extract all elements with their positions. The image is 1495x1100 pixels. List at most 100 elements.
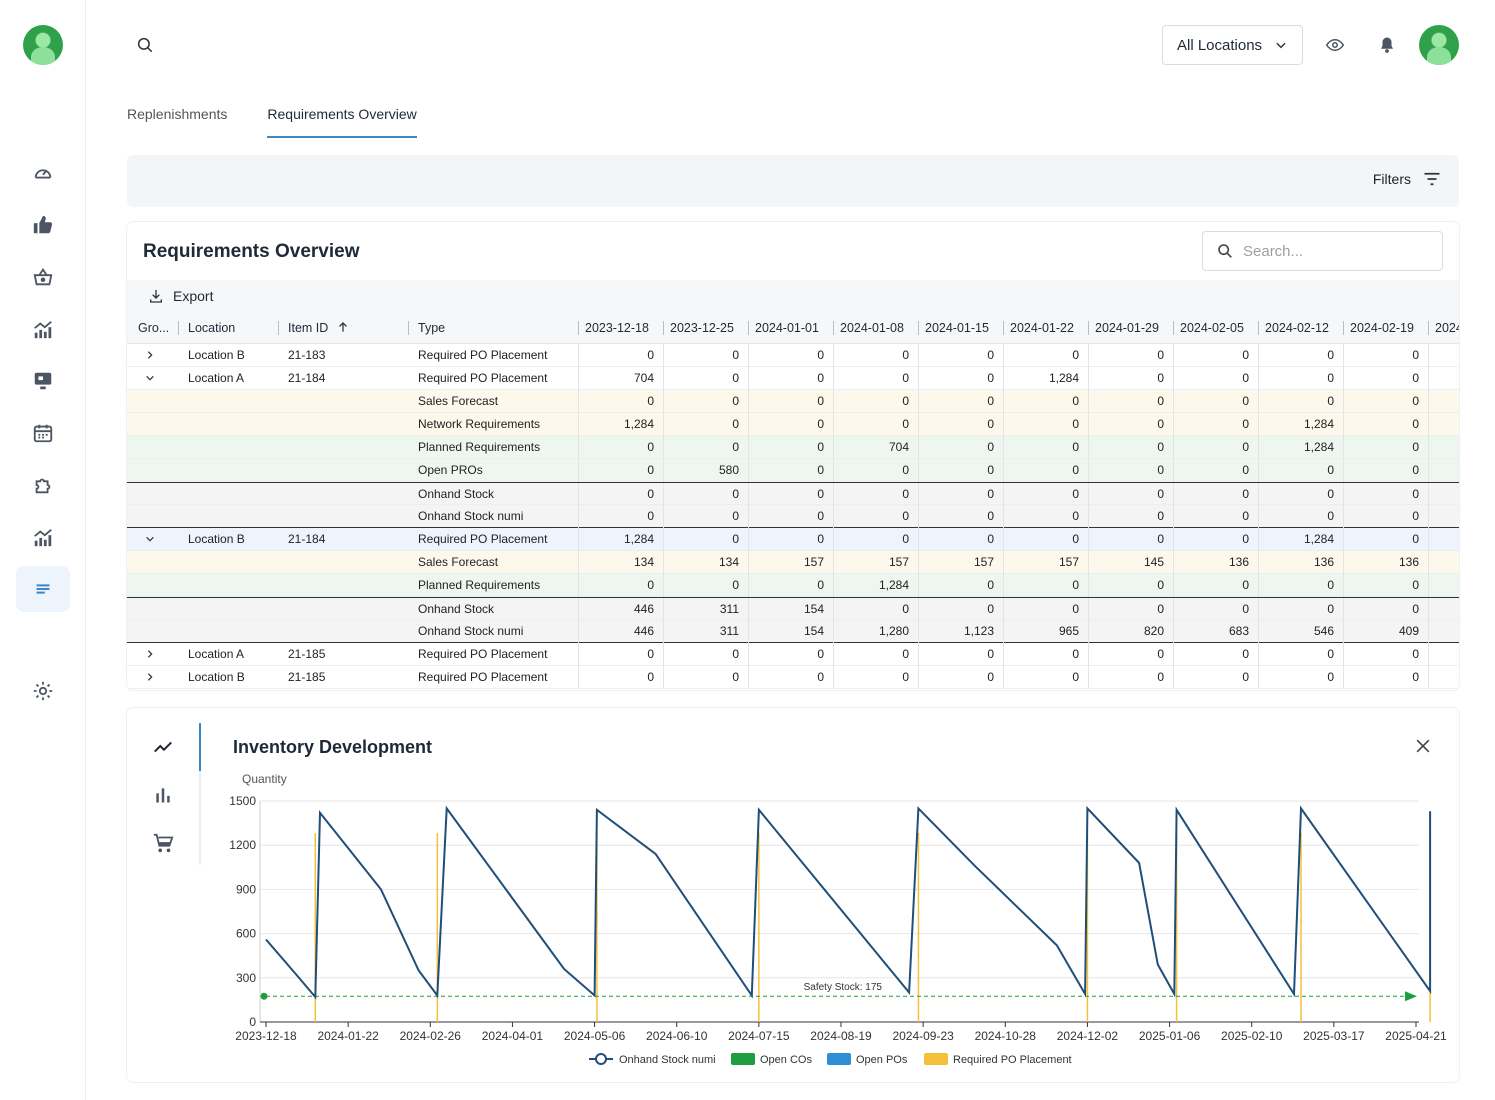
location-select[interactable]: All Locations (1162, 25, 1303, 65)
cell-value: 0 (663, 643, 748, 666)
cell-item-id: 21-183 (288, 348, 326, 362)
chevron-down-icon[interactable] (145, 367, 165, 390)
cell-value: 0 (1173, 643, 1258, 666)
table-row[interactable]: Location B 21-184 Required PO Placement 1,2… (127, 528, 1459, 551)
table-row[interactable]: Onhand Stock 0 0 0 0 0 0 0 0 0 0 (127, 482, 1459, 506)
y-tick-label: 0 (249, 1015, 256, 1029)
col-header-date[interactable]: 2023-12-25 (670, 321, 734, 335)
cell-value: 154 (748, 598, 833, 621)
col-header-item-id[interactable]: Item ID (288, 312, 398, 344)
chevron-right-icon[interactable] (145, 643, 165, 666)
cell-value (1428, 436, 1459, 459)
bell-icon[interactable] (1378, 35, 1396, 55)
y-axis-label: Quantity (242, 772, 287, 786)
basket-icon (33, 268, 53, 286)
bar-chart-view-button[interactable] (149, 781, 177, 809)
puzzle-icon (35, 478, 51, 494)
col-header-date[interactable]: 2024-01-29 (1095, 321, 1159, 335)
table-row[interactable]: Network Requirements 1,284 0 0 0 0 0 0 0 1,284 0 (127, 413, 1459, 436)
search-icon[interactable] (136, 36, 154, 54)
col-header-date[interactable]: 2024-01-15 (925, 321, 989, 335)
cell-value: 0 (918, 436, 1003, 459)
cell-value: 0 (1088, 483, 1173, 506)
nav-calendar[interactable] (16, 410, 70, 456)
col-header-date[interactable]: 2024-01-22 (1010, 321, 1074, 335)
cell-value: 446 (578, 598, 663, 621)
cell-value: 0 (748, 666, 833, 689)
cell-value: 0 (578, 505, 663, 528)
table-row[interactable]: Sales Forecast 0 0 0 0 0 0 0 0 0 0 (127, 390, 1459, 413)
chevron-down-icon[interactable] (145, 528, 165, 551)
cell-value (1428, 505, 1459, 528)
x-tick-label: 2024-09-23 (892, 1029, 954, 1043)
nav-settings[interactable] (16, 668, 70, 714)
col-header-date[interactable]: 2024-02-12 (1265, 321, 1329, 335)
legend-label: Onhand Stock numi (619, 1054, 716, 1066)
cell-value: 0 (918, 505, 1003, 528)
cell-value (1428, 413, 1459, 436)
table-row[interactable]: Location B 21-183 Required PO Placement 0 0 0… (127, 344, 1459, 367)
export-button[interactable]: Export (148, 288, 213, 304)
nav-dashboard[interactable] (16, 150, 70, 196)
col-header-date[interactable]: 2024-01-01 (755, 321, 819, 335)
col-header-date[interactable]: 2024-02-05 (1180, 321, 1244, 335)
cell-value: 145 (1088, 551, 1173, 574)
table-search-input[interactable] (1243, 242, 1423, 260)
table-row[interactable]: Open PROs 0 580 0 0 0 0 0 0 0 0 (127, 459, 1459, 482)
table-row[interactable]: Location A 21-184 Required PO Placement 704… (127, 367, 1459, 390)
table-row[interactable]: Planned Requirements 0 0 0 1,284 0 0 0 0 0 0 (127, 574, 1459, 597)
nav-extensions[interactable] (16, 462, 70, 508)
table-row[interactable]: Onhand Stock numi 0 0 0 0 0 0 0 0 0 0 (127, 505, 1459, 528)
cell-item-id (288, 483, 398, 506)
cell-value: 0 (578, 436, 663, 459)
cell-value: 0 (1343, 643, 1428, 666)
tab-replenishments[interactable]: Replenishments (127, 106, 228, 122)
legend-swatch (827, 1053, 851, 1065)
nav-basket[interactable] (16, 254, 70, 300)
line-chart-view-button[interactable] (149, 733, 177, 761)
filters-button[interactable]: Filters (1373, 171, 1441, 187)
user-avatar[interactable] (1419, 25, 1459, 65)
col-header-date[interactable]: 2023-12-18 (585, 321, 649, 335)
filters-label: Filters (1372, 171, 1411, 187)
cell-type: Required PO Placement (418, 532, 548, 546)
table-row[interactable]: Location A 21-185 Required PO Placement 0 0 0… (127, 643, 1459, 666)
orders-view-button[interactable] (149, 829, 177, 857)
cell-value: 0 (748, 483, 833, 506)
cell-value: 409 (1343, 620, 1428, 643)
legend-label: Open POs (856, 1054, 908, 1066)
col-header-date[interactable]: 2024-02-26 (1435, 321, 1459, 335)
nav-monitor[interactable] (16, 358, 70, 404)
visibility-eye-icon[interactable] (1325, 36, 1345, 54)
app-logo-avatar[interactable] (23, 25, 63, 65)
bar-chart-trend-icon (34, 528, 52, 547)
list-lines-icon (36, 584, 50, 594)
col-header-date[interactable]: 2024-02-19 (1350, 321, 1414, 335)
cell-value: 0 (1258, 505, 1343, 528)
col-header-type[interactable]: Type (418, 321, 446, 335)
close-chart-button[interactable] (1413, 736, 1433, 756)
table-row[interactable]: Location B 21-185 Required PO Placement 0 0 0… (127, 666, 1459, 689)
table-row[interactable]: Onhand Stock 446 311 154 0 0 0 0 0 0 0 (127, 597, 1459, 621)
col-header-date[interactable]: 2024-01-08 (840, 321, 904, 335)
y-tick-label: 900 (236, 882, 256, 896)
table-row[interactable]: Planned Requirements 0 0 0 704 0 0 0 0 1,284 0 (127, 436, 1459, 459)
cell-value: 0 (663, 483, 748, 506)
cell-value: 0 (663, 505, 748, 528)
col-header-group[interactable]: Gro... (138, 321, 170, 335)
x-tick-label: 2024-02-26 (400, 1029, 462, 1043)
cell-value: 0 (1173, 528, 1258, 551)
chevron-right-icon[interactable] (145, 344, 165, 367)
nav-reports[interactable] (16, 514, 70, 560)
nav-analytics[interactable] (16, 306, 70, 352)
nav-recommendations[interactable] (16, 202, 70, 248)
tab-requirements-overview[interactable]: Requirements Overview (267, 100, 417, 138)
nav-requirements[interactable] (16, 566, 70, 612)
cell-value: 0 (918, 459, 1003, 482)
cell-value: 0 (1003, 344, 1088, 367)
col-header-location[interactable]: Location (188, 321, 236, 335)
table-row[interactable]: Sales Forecast 134 134 157 157 157 157 145 136 13… (127, 551, 1459, 574)
table-row[interactable]: Onhand Stock numi 446 311 154 1,280 1,123 965 8… (127, 620, 1459, 643)
chevron-right-icon[interactable] (145, 666, 165, 689)
grid-header: Gro... Location Item ID Type 2023-12-18 2… (127, 312, 1459, 344)
